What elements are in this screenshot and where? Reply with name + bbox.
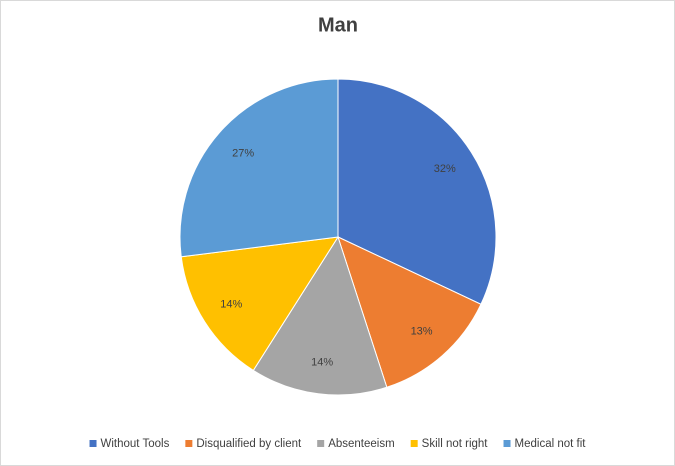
- pie-slice: [179, 78, 339, 258]
- data-label: 14%: [311, 356, 333, 368]
- legend-label: Skill not right: [422, 438, 489, 450]
- pie-slice: [180, 236, 339, 372]
- data-label: 32%: [434, 163, 456, 175]
- pie-slice: [337, 78, 497, 305]
- legend-label: Disqualified by client: [196, 438, 302, 450]
- legend-swatch: [410, 440, 418, 447]
- legend-swatch: [317, 440, 325, 447]
- pie-slice: [337, 236, 482, 388]
- legend-swatch: [185, 440, 193, 447]
- legend-label: Medical not fit: [515, 438, 587, 450]
- data-label: 13%: [411, 326, 433, 338]
- data-label: 14%: [220, 299, 242, 311]
- legend-label: Without Tools: [101, 438, 170, 450]
- legend-label: Absenteeism: [328, 438, 394, 450]
- data-label: 27%: [232, 147, 254, 159]
- chart-title: Man: [318, 14, 358, 36]
- legend-swatch: [503, 440, 511, 447]
- legend-swatch: [89, 440, 97, 447]
- pie-slice: [252, 235, 388, 396]
